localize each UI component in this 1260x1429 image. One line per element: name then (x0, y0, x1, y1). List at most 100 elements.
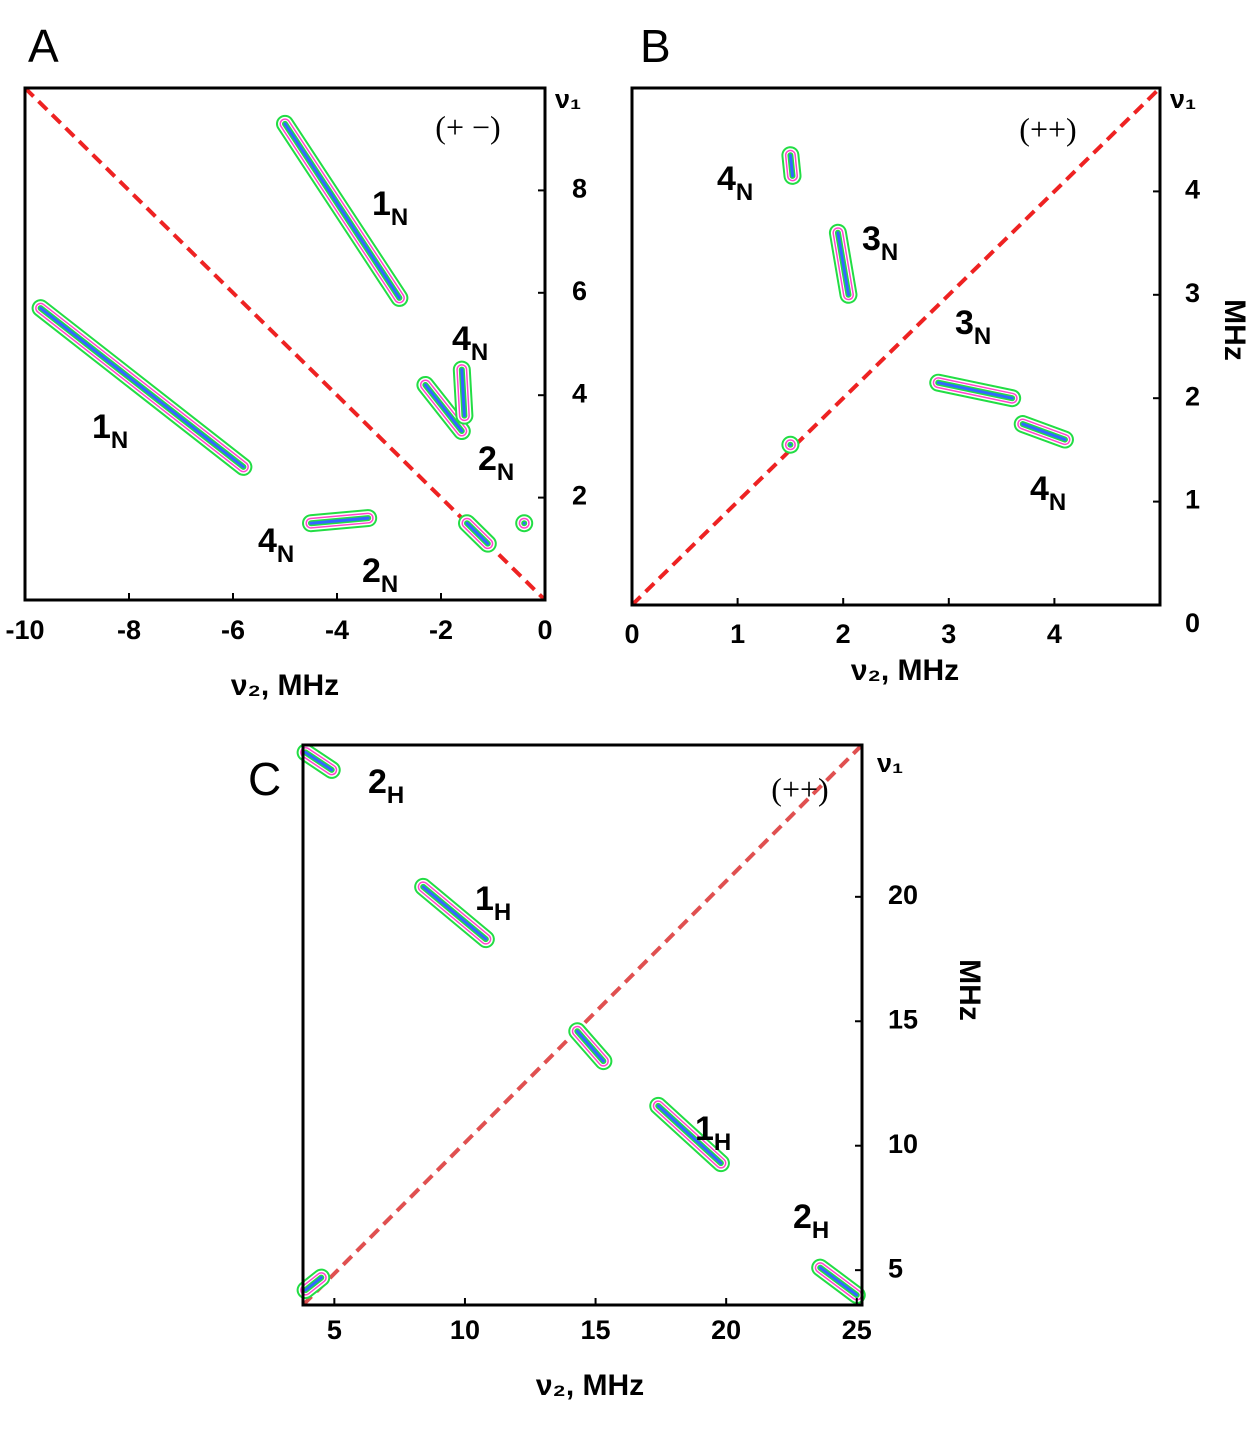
y-tick-label: 2 (572, 481, 587, 511)
mode-badge: (++) (771, 771, 828, 807)
x-tick-label: -10 (5, 615, 44, 645)
x-tick-label: -8 (117, 615, 141, 645)
contour (39, 306, 245, 469)
diagonal (630, 86, 1162, 607)
peak-label-sub: N (391, 204, 408, 231)
peak-label: 2N (362, 552, 398, 598)
peak-label: 2H (368, 763, 404, 809)
peak-label-main: 4 (258, 522, 277, 560)
contour (421, 885, 488, 941)
peak-label-main: 3 (862, 220, 881, 258)
y-tick-label: 6 (572, 276, 587, 306)
y-tick-label: 4 (1185, 175, 1200, 205)
peak-label: 1H (695, 1110, 731, 1156)
peak-label-main: 4 (452, 320, 471, 358)
peak-label-sub: N (497, 459, 514, 486)
peak-label: 3N (955, 304, 991, 350)
x-tick-label: -4 (325, 615, 349, 645)
x-axis-label: ν₂, MHz (851, 654, 959, 687)
x-tick-label: 2 (836, 619, 851, 649)
peak-label-sub: N (471, 339, 488, 366)
x-tick-label: 10 (450, 1315, 480, 1345)
peak-label-main: 2 (368, 763, 387, 801)
contour (460, 368, 466, 418)
plot-frame (630, 86, 1162, 607)
x-tick-label: 5 (327, 1315, 342, 1345)
peak-label-sub: H (812, 1217, 829, 1244)
peak-label-main: 2 (793, 1198, 812, 1236)
peak-label-main: 3 (955, 304, 974, 342)
plot-frame (23, 86, 547, 602)
contour (283, 122, 401, 300)
peak-label-sub: N (1049, 489, 1066, 516)
x-tick-label: -6 (221, 615, 245, 645)
x-axis-label: ν₂, MHz (536, 1369, 644, 1402)
y-axis-label: ν₁ (1170, 84, 1196, 114)
y-tick-label: 8 (572, 174, 587, 204)
peak-label: 4N (258, 522, 294, 568)
contour (656, 1104, 723, 1165)
y-tick-label: 1 (1185, 485, 1200, 515)
x-tick-label: 3 (941, 619, 956, 649)
y-axis-label: ν₁ (555, 84, 581, 114)
diagonal (23, 86, 547, 602)
panel-letter: C (248, 753, 281, 805)
y-tick-label: 15 (888, 1004, 918, 1034)
peak-label-sub: N (277, 541, 294, 568)
x-tick-label: 1 (730, 619, 745, 649)
contour (788, 153, 795, 178)
peak-label: 1N (92, 408, 128, 454)
peak-label-main: 1 (92, 408, 111, 446)
x-tick-label: 0 (537, 615, 552, 645)
peak-label-main: 1 (695, 1110, 714, 1148)
y-tick-label: 4 (572, 378, 587, 408)
panel-letter: A (28, 20, 59, 72)
contour (423, 383, 464, 433)
contour (304, 750, 334, 772)
peak-label-sub: N (974, 323, 991, 350)
peak-label-main: 4 (717, 160, 736, 198)
contour (575, 1029, 605, 1063)
panel-letter: B (640, 20, 671, 72)
contour (936, 381, 1014, 400)
peak-label: 2H (793, 1198, 829, 1244)
contour (465, 521, 490, 546)
contour (818, 1266, 859, 1297)
contour (1021, 422, 1067, 442)
contour (836, 231, 850, 297)
peak-label-sub: H (714, 1129, 731, 1156)
contour (309, 516, 370, 525)
y-axis-label: ν₁ (877, 748, 903, 778)
y-tick-label: 5 (888, 1253, 903, 1283)
y-tick-label: 0 (1185, 608, 1200, 638)
peak-label-main: 4 (1030, 470, 1049, 508)
plot-frame (301, 743, 864, 1307)
peak-label: 2N (478, 440, 514, 486)
x-tick-label: 20 (711, 1315, 741, 1345)
x-tick-label: 0 (624, 619, 639, 649)
peak-label-main: 2 (362, 552, 381, 590)
y-axis-unit: MHz (1218, 299, 1251, 361)
y-tick-label: 10 (888, 1129, 918, 1159)
x-tick-label: 15 (581, 1315, 611, 1345)
y-tick-label: 20 (888, 880, 918, 910)
y-tick-label: 3 (1185, 278, 1200, 308)
x-axis-label: ν₂, MHz (231, 669, 339, 702)
peak-label-main: 2 (478, 440, 497, 478)
y-tick-label: 2 (1185, 381, 1200, 411)
peak-label-sub: H (387, 782, 404, 809)
mode-badge: (+ −) (435, 109, 500, 145)
peak-label-main: 1 (475, 880, 494, 918)
peak-label: 1N (372, 185, 408, 231)
x-tick-label: 4 (1047, 619, 1062, 649)
peak-label: 1H (475, 880, 511, 926)
mode-badge: (++) (1019, 111, 1076, 147)
x-tick-label: -2 (429, 615, 453, 645)
y-axis-unit: MHz (953, 959, 986, 1021)
peak-label: 4N (717, 160, 753, 206)
peak-label-sub: N (111, 427, 128, 454)
peak-label-sub: N (736, 179, 753, 206)
contour (304, 1276, 323, 1292)
peak-label-main: 1 (372, 185, 391, 223)
